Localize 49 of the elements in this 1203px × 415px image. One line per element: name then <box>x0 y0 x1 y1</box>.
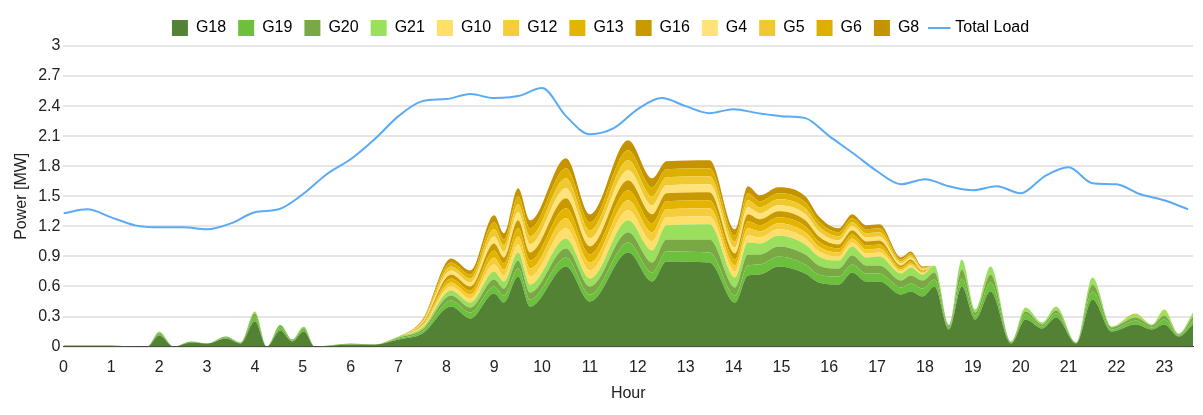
x-tick-label: 14 <box>724 357 743 375</box>
x-tick-label: 19 <box>963 357 982 375</box>
x-tick-label: 11 <box>581 357 599 375</box>
x-tick-label: 6 <box>346 357 356 375</box>
x-tick-label: 20 <box>1011 357 1030 375</box>
x-tick-label: 21 <box>1059 357 1078 375</box>
y-tick-label: 1.5 <box>38 186 61 204</box>
legend-label: G19 <box>262 18 293 36</box>
x-tick-label: 16 <box>820 357 839 375</box>
y-tick-label: 0.9 <box>38 246 61 264</box>
y-axis-title: Power [MW] <box>12 152 30 240</box>
legend-label: G16 <box>659 18 690 36</box>
x-tick-label: 22 <box>1107 357 1126 375</box>
y-tick-label: 0.3 <box>38 306 61 324</box>
legend-label: Total Load <box>955 18 1030 36</box>
x-tick-label: 7 <box>394 357 404 375</box>
x-tick-label: 3 <box>202 357 212 375</box>
y-tick-label: 2.4 <box>38 96 61 114</box>
x-tick-label: 2 <box>154 357 164 375</box>
legend-label: G18 <box>195 18 227 36</box>
y-tick-label: 3 <box>51 36 61 54</box>
y-tick-label: 2.7 <box>38 66 61 84</box>
legend-label: G13 <box>593 18 624 36</box>
y-tick-label: 1.2 <box>38 216 61 234</box>
y-tick-label: 0.6 <box>38 276 61 294</box>
x-tick-label: 9 <box>489 357 499 375</box>
y-tick-label: 1.8 <box>38 156 61 174</box>
legend-label: G20 <box>328 18 359 36</box>
x-tick-label: 18 <box>916 357 934 375</box>
x-tick-label: 17 <box>868 357 887 375</box>
x-tick-label: 12 <box>628 357 647 375</box>
legend-label: G10 <box>460 18 492 36</box>
x-tick-label: 13 <box>676 357 695 375</box>
legend-label: G12 <box>527 18 558 36</box>
legend-label: G5 <box>783 18 805 36</box>
x-tick-label: 8 <box>441 357 451 375</box>
legend-label: G4 <box>725 18 748 36</box>
y-tick-label: 0 <box>51 337 61 355</box>
x-tick-label: 4 <box>250 357 260 375</box>
legend-label: G21 <box>394 18 425 36</box>
y-tick-label: 2.1 <box>38 126 61 144</box>
legend-label: G8 <box>897 18 920 36</box>
legend-label: G6 <box>840 18 862 36</box>
x-axis-title: Hour <box>610 383 647 401</box>
x-tick-label: 10 <box>533 357 552 375</box>
x-tick-label: 15 <box>772 357 791 375</box>
x-tick-label: 23 <box>1155 357 1174 375</box>
x-tick-label: 5 <box>298 357 308 375</box>
x-tick-label: 1 <box>106 357 116 375</box>
